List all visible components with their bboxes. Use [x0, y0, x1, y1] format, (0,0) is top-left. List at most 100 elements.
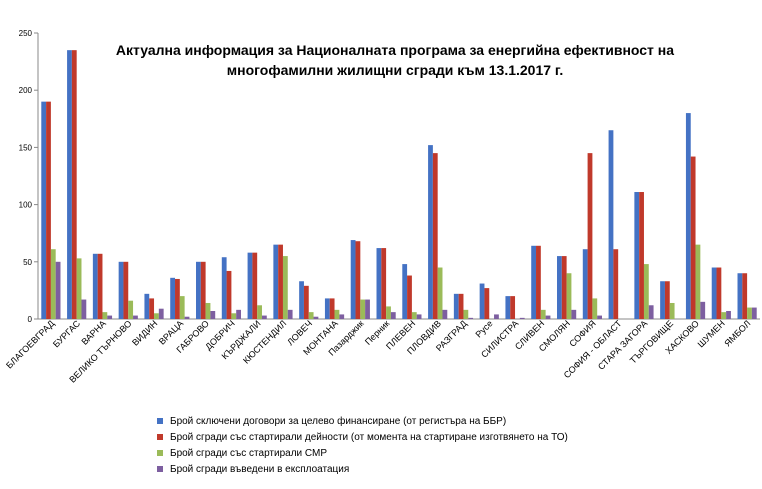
bar	[751, 307, 757, 319]
y-tick-label: 50	[23, 258, 32, 267]
bar	[386, 306, 391, 319]
y-tick-label: 200	[19, 86, 33, 95]
bar	[690, 156, 696, 319]
bar	[329, 298, 335, 319]
bar	[334, 309, 340, 319]
bar	[107, 315, 113, 319]
bar	[437, 267, 443, 319]
bar	[123, 261, 129, 319]
bar	[494, 314, 499, 319]
bar	[205, 302, 211, 319]
bar	[634, 192, 640, 319]
bar	[200, 261, 206, 319]
bar	[519, 317, 525, 319]
bar	[726, 310, 731, 319]
bar	[339, 314, 345, 319]
bar	[561, 256, 567, 319]
legend-label: Брой сгради със стартирали дейности (от …	[170, 432, 568, 443]
bar	[442, 309, 448, 319]
bar	[566, 273, 572, 319]
bar	[402, 264, 408, 319]
bar	[273, 244, 279, 319]
bar	[721, 312, 727, 319]
bar	[416, 314, 422, 319]
bar	[505, 296, 511, 319]
bar	[350, 240, 356, 319]
chart-title-line-1: Актуална информация за Националната прог…	[116, 42, 674, 58]
bar	[510, 296, 516, 319]
bar	[695, 244, 701, 319]
x-tick-label: ЯМБОЛ	[722, 318, 752, 348]
bar	[41, 101, 47, 319]
bar	[660, 281, 665, 319]
bar	[81, 299, 87, 319]
bar	[592, 298, 598, 319]
bar	[571, 309, 577, 319]
bar	[428, 145, 433, 319]
bar	[149, 298, 155, 319]
bar	[700, 301, 706, 319]
legend-label: Брой сгради въведени в експлоатация	[170, 464, 349, 475]
bar	[648, 305, 654, 319]
bar	[381, 248, 387, 319]
bar	[118, 261, 124, 319]
bar	[55, 261, 61, 319]
bar	[71, 50, 77, 319]
bar	[639, 192, 644, 319]
bar	[531, 245, 537, 319]
x-tick-label: Русе	[474, 318, 495, 339]
legend-label: Брой сгради със стартирали СМР	[170, 448, 327, 459]
bar	[210, 310, 216, 319]
bar	[468, 317, 474, 319]
bar	[360, 299, 366, 319]
bar	[154, 313, 159, 319]
bar	[221, 257, 227, 319]
bar	[608, 130, 614, 319]
y-tick-label: 100	[19, 201, 33, 210]
bar	[133, 315, 138, 319]
bar	[261, 315, 267, 319]
bar	[252, 252, 258, 319]
bar	[557, 256, 562, 319]
bar	[144, 293, 150, 319]
y-tick-label: 250	[19, 29, 33, 38]
legend: Брой сключени договори за целево финанси…	[157, 415, 568, 475]
bar	[432, 153, 438, 319]
bar	[179, 296, 185, 319]
bar	[711, 267, 717, 319]
bar	[303, 285, 309, 319]
legend-swatch	[157, 466, 163, 472]
bar	[299, 281, 304, 319]
bar	[231, 313, 237, 319]
bar	[747, 307, 752, 319]
bar	[50, 249, 56, 319]
bar	[376, 248, 382, 319]
bar	[669, 302, 675, 319]
bar	[92, 253, 98, 319]
bar	[365, 299, 370, 319]
bar	[196, 261, 201, 319]
bar	[463, 309, 469, 319]
bar	[76, 258, 82, 319]
bar	[643, 264, 649, 319]
bar	[184, 316, 190, 319]
bar	[308, 312, 314, 319]
bar	[355, 241, 361, 319]
bar	[170, 277, 176, 319]
x-tick-label: ВИДИН	[130, 318, 159, 347]
bar	[313, 316, 319, 319]
bar	[97, 253, 103, 319]
bar	[128, 300, 134, 319]
bar	[278, 244, 283, 319]
legend-swatch	[157, 434, 163, 440]
bar	[453, 293, 459, 319]
bar	[664, 281, 670, 319]
bar	[587, 153, 593, 319]
bar	[247, 252, 253, 319]
bar	[613, 249, 619, 319]
bar	[737, 273, 743, 319]
y-tick-label: 0	[28, 315, 33, 324]
x-tick-label: ШУМЕН	[696, 318, 727, 349]
x-tick-label: БЛАГОЕВГРАД	[4, 318, 56, 370]
